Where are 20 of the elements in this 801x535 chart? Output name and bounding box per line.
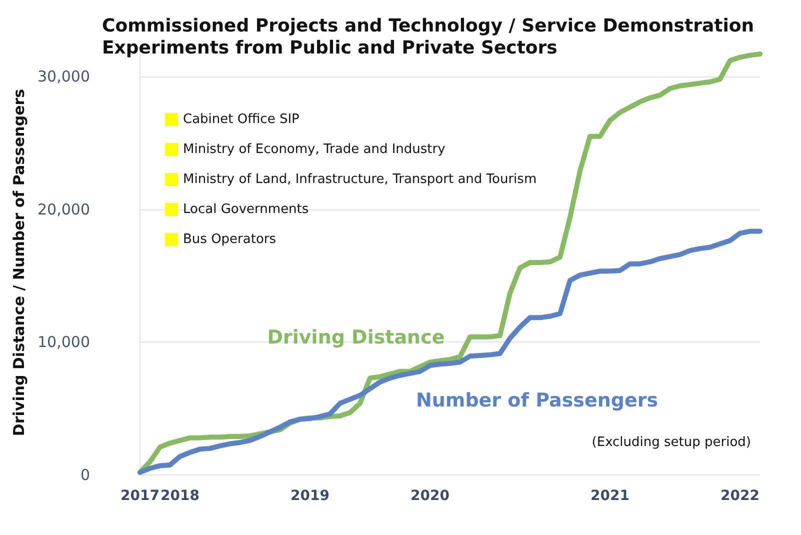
- series-label: Driving Distance: [267, 326, 445, 348]
- y-axis-title: Driving Distance / Number of Passengers: [10, 88, 28, 436]
- chart-title: Commissioned Projects and Technology / Service Demonstration Experiments from Public and Private Sectors: [102, 16, 760, 58]
- series-label: Number of Passengers: [416, 390, 658, 412]
- legend-label: Ministry of Economy, Trade and Industry: [183, 142, 446, 157]
- x-tick-label: 2018: [160, 488, 200, 504]
- x-tick-label: 2021: [590, 488, 630, 504]
- x-tick-label: 2020: [410, 488, 450, 504]
- y-tick-label: 30,000: [38, 68, 90, 86]
- x-tick-label: 2019: [290, 488, 330, 504]
- y-tick-label: 10,000: [38, 333, 90, 352]
- legend-label: Bus Operators: [183, 232, 276, 247]
- legend-label: Local Governments: [183, 202, 309, 217]
- y-tick-label: 0: [80, 466, 90, 484]
- x-tick-label: 2022: [720, 488, 760, 504]
- y-tick-label: 20,000: [38, 200, 90, 218]
- legend-label: Cabinet Office SIP: [183, 112, 300, 127]
- annotation: (Excluding setup period): [592, 435, 752, 450]
- legend-label: Ministry of Land, Infrastructure, Transport and Tourism: [183, 172, 537, 187]
- x-tick-label: 2017: [120, 488, 160, 504]
